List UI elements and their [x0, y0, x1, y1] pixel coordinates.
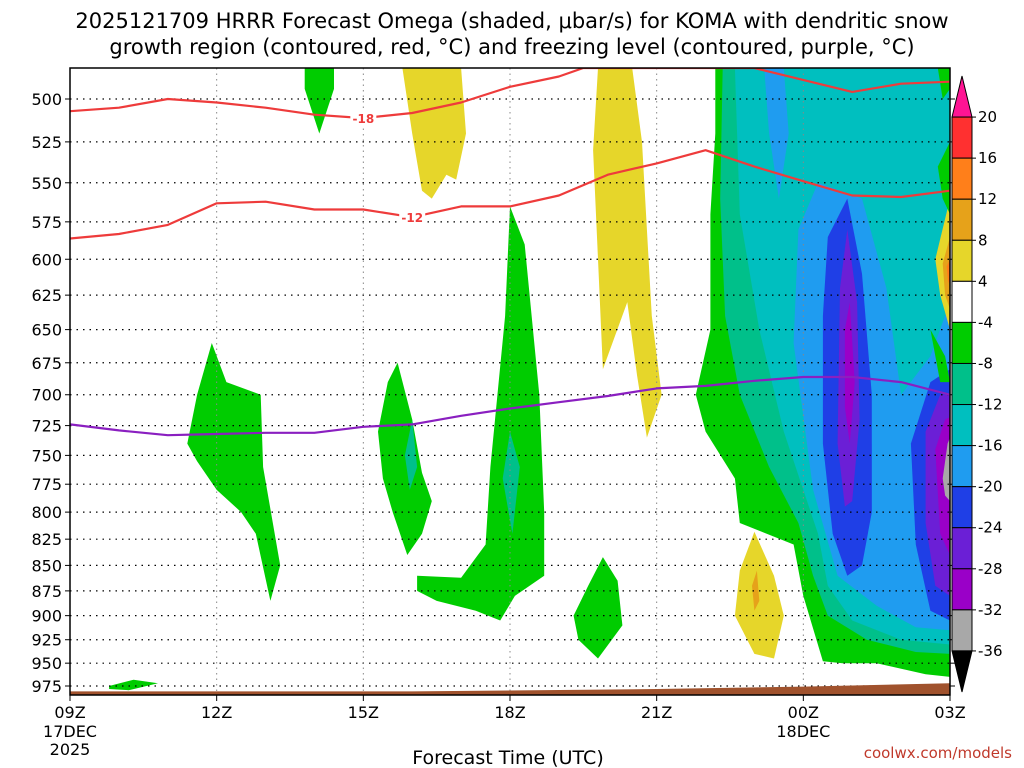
colorbar-label-4: 4	[978, 272, 988, 290]
omega-region-11	[764, 68, 789, 199]
grid-lines	[70, 68, 950, 695]
isotherm-minus12-label: -12	[401, 211, 423, 225]
colorbar-legend: 20 16 12 8 4 -4 -8 -12 -16 -20 -24 -28 -32 -36	[951, 75, 1003, 693]
x-tick-label-18Z: 18Z	[494, 703, 525, 722]
y-tick-label-875: 875	[31, 582, 62, 601]
y-tick-label-500: 500	[31, 90, 62, 109]
x-tick-label-00Z: 00Z	[788, 703, 819, 722]
colorbar-label-9: -20	[978, 478, 1003, 496]
freezing-level-line	[70, 375, 950, 437]
colorbar-swatch-1	[951, 116, 973, 159]
terrain-fill	[70, 683, 950, 695]
colorbar-swatch-10	[951, 486, 973, 529]
y-axis: 500 525 550 575 600 625 650 675 700 725 750 775 800 8…	[31, 90, 955, 696]
x-axis-label: Forecast Time (UTC)	[412, 747, 603, 768]
y-tick-label-525: 525	[31, 133, 62, 152]
omega-region-8	[404, 419, 418, 490]
omega-region-27	[937, 141, 950, 215]
colorbar-label-10: -24	[978, 519, 1003, 537]
colorbar-label-0: 20	[978, 108, 997, 126]
credit-link[interactable]: coolwx.com/models	[864, 744, 1012, 762]
omega-region-18	[935, 417, 950, 555]
x-tick-year: 2025	[50, 740, 91, 759]
omega-region-22	[734, 531, 784, 659]
omega-region-24	[752, 570, 760, 611]
colorbar-swatch-2	[951, 157, 973, 200]
x-tick-date-18DEC: 18DEC	[776, 722, 830, 741]
isotherm-minus18	[70, 68, 950, 120]
x-tick-label-21Z: 21Z	[641, 703, 672, 722]
colorbar-label-2: 12	[978, 190, 997, 208]
omega-region-2	[378, 362, 432, 555]
x-tick-label-09Z: 09Z	[54, 703, 85, 722]
y-tick-label-650: 650	[31, 321, 62, 340]
colorbar-swatch-6	[951, 321, 973, 364]
omega-region-20	[402, 68, 466, 199]
colorbar-label-12: -32	[978, 601, 1003, 619]
colorbar-label-8: -16	[978, 437, 1003, 455]
y-tick-label-975: 975	[31, 677, 62, 696]
omega-region-29	[937, 68, 950, 99]
y-tick-label-800: 800	[31, 503, 62, 522]
y-tick-label-850: 850	[31, 556, 62, 575]
chart-title-line2: growth region (contoured, red, °C) and f…	[109, 35, 914, 59]
omega-region-5	[109, 679, 158, 691]
y-tick-label-925: 925	[31, 631, 62, 650]
isotherm-minus12	[70, 149, 950, 240]
omega-region-17	[844, 302, 855, 444]
isotherm-minus18-label: -18	[352, 112, 374, 126]
omega-region-28	[930, 329, 950, 383]
colorbar-swatch-7	[951, 362, 973, 406]
colorbar-swatch-5	[951, 280, 973, 323]
omega-region-19	[942, 437, 950, 502]
colorbar-swatch-12	[951, 568, 973, 611]
y-tick-label-775: 775	[31, 475, 62, 494]
y-tick-label-575: 575	[31, 213, 62, 232]
omega-region-4	[573, 557, 623, 659]
y-tick-label-700: 700	[31, 386, 62, 405]
y-tick-label-600: 600	[31, 250, 62, 269]
x-tick-date-17DEC: 17DEC	[43, 722, 97, 741]
colorbar-swatch-14	[951, 650, 973, 693]
omega-region-26	[946, 259, 950, 286]
colorbar-label-1: 16	[978, 149, 997, 167]
colorbar-swatch-3	[951, 198, 973, 241]
colorbar-label-7: -12	[978, 396, 1003, 414]
colorbar-label-3: 8	[978, 231, 988, 249]
isotherm-minus18-label-bg	[350, 110, 377, 126]
x-tick-label-12Z: 12Z	[201, 703, 232, 722]
temperature-contours: -18 -12	[70, 68, 950, 437]
y-tick-label-825: 825	[31, 530, 62, 549]
colorbar-swatch-8	[951, 404, 973, 447]
x-tick-label-03Z: 03Z	[934, 703, 965, 722]
y-tick-label-950: 950	[31, 654, 62, 673]
y-tick-label-725: 725	[31, 417, 62, 436]
isotherm-minus12-label-bg	[399, 209, 426, 225]
omega-region-1	[187, 343, 281, 601]
omega-region-0	[304, 68, 334, 134]
colorbar-swatch-13	[951, 609, 973, 652]
omega-region-25	[942, 237, 950, 310]
colorbar-swatch-11	[951, 527, 973, 570]
colorbar-label-11: -28	[978, 560, 1003, 578]
y-tick-label-900: 900	[31, 607, 62, 626]
y-tick-label-675: 675	[31, 354, 62, 373]
colorbar-swatch-9	[951, 445, 973, 488]
chart-title-line1: 2025121709 HRRR Forecast Omega (shaded, …	[75, 9, 948, 33]
y-tick-label-625: 625	[31, 286, 62, 305]
omega-region-21	[593, 68, 662, 438]
colorbar-label-5: -4	[978, 313, 993, 331]
colorbar-label-13: -36	[978, 642, 1003, 660]
omega-shading	[109, 68, 950, 691]
y-tick-label-550: 550	[31, 174, 62, 193]
colorbar-label-6: -8	[978, 354, 993, 372]
y-tick-label-750: 750	[31, 446, 62, 465]
x-tick-label-15Z: 15Z	[348, 703, 379, 722]
omega-region-9	[502, 431, 520, 534]
terrain-layer	[70, 683, 950, 695]
colorbar-swatch-4	[951, 239, 973, 282]
